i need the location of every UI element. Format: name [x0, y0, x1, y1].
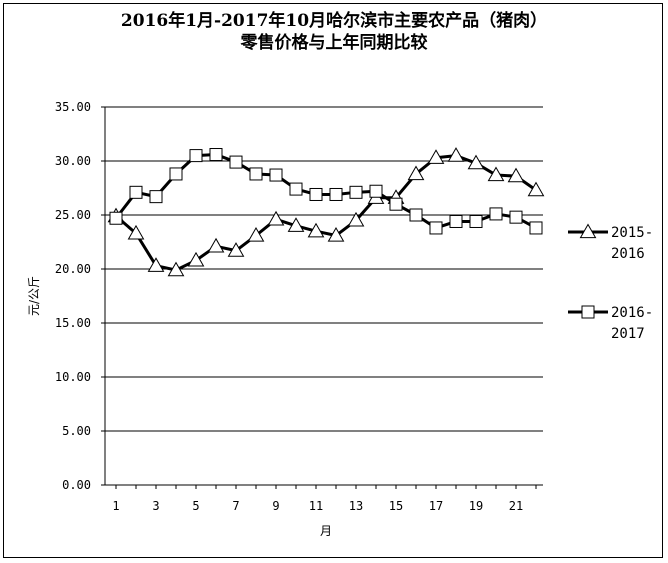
x-tick-label: 13: [349, 499, 363, 513]
y-tick-label: 25.00: [55, 208, 91, 222]
legend: 2015- 2016 2016- 2017: [568, 223, 653, 342]
y-tick-label: 15.00: [55, 316, 91, 330]
data-point-triangle: [507, 167, 525, 183]
data-point-triangle: [407, 165, 425, 181]
series-line-1: [115, 154, 537, 272]
chart-title: 2016年1月-2017年10月哈尔滨市主要农产品（猪肉） 零售价格与上年同期比…: [0, 10, 668, 54]
data-point-square: [469, 214, 483, 228]
data-point-square: [129, 185, 143, 199]
data-point-triangle: [487, 166, 505, 182]
y-tick-label: 10.00: [55, 370, 91, 384]
chart-frame: [3, 3, 663, 558]
data-point-square: [289, 182, 303, 196]
data-point-square: [509, 210, 523, 224]
y-tick-label: 30.00: [55, 154, 91, 168]
legend-entry-2: 2016- 2017: [568, 305, 653, 342]
data-point-triangle: [467, 154, 485, 170]
x-tick-label: 1: [112, 499, 119, 513]
x-tick-label: 7: [232, 499, 239, 513]
data-point-square: [249, 167, 263, 181]
x-axis-label: 月: [320, 524, 332, 538]
data-point-square: [409, 208, 423, 222]
data-point-square: [489, 207, 503, 221]
series-1: [107, 147, 545, 277]
x-tick-labels: 1 3 5 7 9 11 13 15 17 19 21: [112, 499, 523, 513]
legend-label-line-1: 2016-: [611, 305, 653, 321]
data-point-square: [329, 187, 343, 201]
y-tick-label: 5.00: [62, 424, 91, 438]
data-point-square: [309, 187, 323, 201]
data-point-triangle: [447, 147, 465, 162]
data-point-square: [149, 190, 163, 204]
x-tick-label: 21: [509, 499, 523, 513]
axes: [101, 106, 543, 489]
data-point-triangle: [267, 210, 285, 226]
data-point-square: [169, 167, 183, 181]
data-point-square: [369, 184, 383, 198]
data-point-square: [209, 148, 223, 162]
data-point-triangle: [527, 181, 545, 197]
data-point-triangle: [307, 222, 325, 238]
data-point-square: [229, 155, 243, 169]
x-tick-label: 5: [192, 499, 199, 513]
legend-label-line-2: 2017: [611, 326, 645, 342]
x-tick-label: 17: [429, 499, 443, 513]
y-tick-labels: 0.00 5.00 10.00 15.00 20.00 25.00 30.00 35.00: [55, 100, 91, 492]
y-tick-label: 0.00: [62, 478, 91, 492]
data-point-square: [529, 221, 543, 235]
x-tick-label: 19: [469, 499, 483, 513]
data-point-square: [449, 214, 463, 228]
legend-entry-1: 2015- 2016: [568, 223, 653, 262]
data-point-triangle: [167, 261, 185, 277]
y-tick-label: 20.00: [55, 262, 91, 276]
legend-marker-triangle: [579, 223, 597, 239]
data-point-triangle: [427, 149, 445, 164]
y-axis-label: 元/公斤: [27, 276, 41, 316]
data-point-triangle: [247, 227, 265, 242]
data-point-triangle: [147, 257, 165, 272]
legend-label-line-2: 2016: [611, 246, 645, 262]
data-point-triangle: [327, 227, 345, 242]
x-tick-label: 9: [272, 499, 279, 513]
data-point-square: [389, 197, 403, 211]
data-point-triangle: [287, 217, 305, 232]
y-tick-label: 35.00: [55, 100, 91, 114]
data-point-square: [269, 168, 283, 182]
data-point-triangle: [347, 211, 365, 227]
x-tick-label: 15: [389, 499, 403, 513]
legend-label-line-1: 2015-: [611, 225, 653, 241]
x-tick-label: 11: [309, 499, 323, 513]
data-point-square: [189, 149, 203, 163]
data-point-triangle: [127, 224, 145, 240]
chart-title-line-1: 2016年1月-2017年10月哈尔滨市主要农产品（猪肉）: [120, 11, 548, 31]
data-point-square: [109, 211, 123, 225]
series-line-2: [114, 153, 537, 230]
data-point-triangle: [207, 237, 225, 253]
x-tick-label: 3: [152, 499, 159, 513]
data-point-triangle: [187, 251, 205, 267]
data-point-triangle: [227, 242, 245, 257]
legend-marker-square: [581, 305, 595, 319]
series-group: [107, 147, 545, 277]
data-point-square: [349, 185, 363, 199]
series-2: [109, 148, 543, 235]
chart-title-line-2: 零售价格与上年同期比较: [240, 33, 428, 53]
data-point-square: [429, 221, 443, 235]
